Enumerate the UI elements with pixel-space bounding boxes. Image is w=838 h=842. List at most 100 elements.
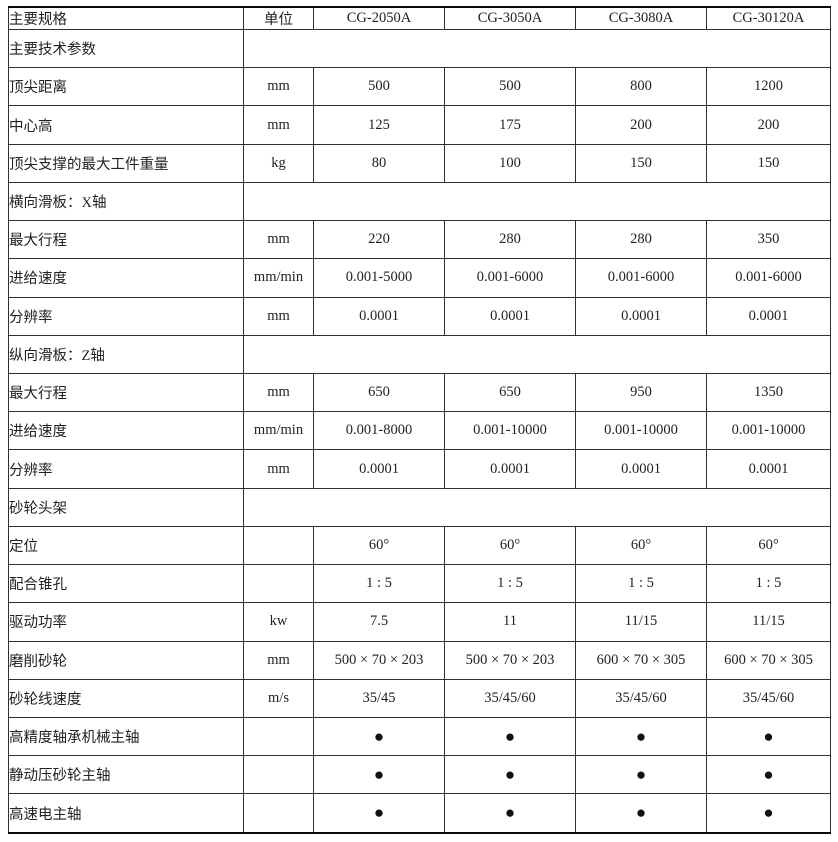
value-cell: 35/45/60	[575, 678, 707, 718]
unit-cell: mm	[243, 296, 314, 336]
value-cell: 0.001-6000	[575, 258, 707, 298]
unit-cell: mm	[243, 105, 314, 145]
spec-label-cell: 砂轮头架	[8, 487, 244, 527]
unit-cell	[243, 716, 314, 757]
spec-table: 主要规格 单位 CG-2050A CG-3050A CG-3080A CG-30…	[8, 6, 831, 834]
section-row: 纵向滑板：Z轴	[8, 334, 831, 374]
unit-cell	[243, 564, 314, 604]
spec-label-cell: 高速电主轴	[8, 793, 244, 834]
value-cell: 220	[313, 220, 445, 260]
value-cell: 0.001-10000	[706, 411, 831, 451]
value-cell: 0.001-10000	[575, 411, 707, 451]
value-cell: 150	[706, 143, 831, 183]
section-blank-cell	[243, 28, 831, 69]
unit-cell: kw	[243, 602, 314, 642]
value-cell: 650	[313, 372, 445, 413]
value-cell: 100	[444, 143, 576, 183]
unit-cell: mm	[243, 372, 314, 413]
spec-label-cell: 中心高	[8, 105, 244, 145]
spec-label-cell: 进给速度	[8, 258, 244, 298]
unit-cell: mm	[243, 449, 314, 489]
spec-label-cell: 顶尖支撑的最大工件重量	[8, 143, 244, 183]
value-cell: 200	[575, 105, 707, 145]
table-row: 进给速度 mm/min 0.001-5000 0.001-6000 0.001-6000…	[8, 258, 831, 298]
value-cell: 500	[444, 67, 576, 107]
spec-label-cell: 顶尖距离	[8, 67, 244, 107]
value-cell: 0.001-6000	[706, 258, 831, 298]
column-header-spec: 主要规格	[8, 6, 244, 30]
table-row: 定位 60° 60° 60° 60°	[8, 525, 831, 566]
section-blank-cell	[243, 181, 831, 222]
feature-bullet-cell: ●	[706, 755, 831, 795]
spec-label-cell: 最大行程	[8, 372, 244, 413]
value-cell: 7.5	[313, 602, 445, 642]
value-cell: 200	[706, 105, 831, 145]
table-row: 高精度轴承机械主轴 ● ● ● ●	[8, 716, 831, 757]
value-cell: 125	[313, 105, 445, 145]
unit-cell	[243, 755, 314, 795]
table-row: 静动压砂轮主轴 ● ● ● ●	[8, 755, 831, 795]
unit-cell: kg	[243, 143, 314, 183]
value-cell: 11	[444, 602, 576, 642]
column-header-model: CG-3050A	[444, 6, 576, 30]
value-cell: 0.001-6000	[444, 258, 576, 298]
spec-label-cell: 分辨率	[8, 449, 244, 489]
feature-bullet-cell: ●	[575, 716, 707, 757]
spec-label-cell: 定位	[8, 525, 244, 566]
value-cell: 0.0001	[575, 449, 707, 489]
spec-label-cell: 高精度轴承机械主轴	[8, 716, 244, 757]
feature-bullet-cell: ●	[313, 716, 445, 757]
value-cell: 175	[444, 105, 576, 145]
spec-label-cell: 最大行程	[8, 220, 244, 260]
table-row: 最大行程 mm 650 650 950 1350	[8, 372, 831, 413]
table-row: 分辨率 mm 0.0001 0.0001 0.0001 0.0001	[8, 296, 831, 336]
value-cell: 60°	[313, 525, 445, 566]
unit-cell	[243, 793, 314, 834]
table-row: 进给速度 mm/min 0.001-8000 0.001-10000 0.001-100…	[8, 411, 831, 451]
table-row: 磨削砂轮 mm 500 × 70 × 203 500 × 70 × 203 600 × …	[8, 640, 831, 680]
value-cell: 150	[575, 143, 707, 183]
column-header-model: CG-3080A	[575, 6, 707, 30]
unit-cell: mm/min	[243, 258, 314, 298]
table-row: 顶尖支撑的最大工件重量 kg 80 100 150 150	[8, 143, 831, 183]
value-cell: 0.0001	[706, 296, 831, 336]
table-row: 最大行程 mm 220 280 280 350	[8, 220, 831, 260]
spec-label-cell: 纵向滑板：Z轴	[8, 334, 244, 374]
table-row: 顶尖距离 mm 500 500 800 1200	[8, 67, 831, 107]
value-cell: 0.001-10000	[444, 411, 576, 451]
unit-cell: mm/min	[243, 411, 314, 451]
section-blank-cell	[243, 487, 831, 527]
value-cell: 11/15	[575, 602, 707, 642]
feature-bullet-cell: ●	[706, 793, 831, 834]
value-cell: 0.001-5000	[313, 258, 445, 298]
value-cell: 0.0001	[313, 296, 445, 336]
column-header-unit: 单位	[243, 6, 314, 30]
column-header-model: CG-2050A	[313, 6, 445, 30]
value-cell: 35/45	[313, 678, 445, 718]
feature-bullet-cell: ●	[313, 793, 445, 834]
spec-label-cell: 分辨率	[8, 296, 244, 336]
feature-bullet-cell: ●	[706, 716, 831, 757]
value-cell: 0.0001	[444, 296, 576, 336]
value-cell: 0.0001	[444, 449, 576, 489]
column-header-model: CG-30120A	[706, 6, 831, 30]
value-cell: 600 × 70 × 305	[706, 640, 831, 680]
unit-cell: mm	[243, 220, 314, 260]
value-cell: 35/45/60	[706, 678, 831, 718]
table-row: 驱动功率 kw 7.5 11 11/15 11/15	[8, 602, 831, 642]
value-cell: 280	[444, 220, 576, 260]
value-cell: 1 : 5	[444, 564, 576, 604]
feature-bullet-cell: ●	[575, 755, 707, 795]
section-blank-cell	[243, 334, 831, 374]
value-cell: 1350	[706, 372, 831, 413]
section-row: 主要技术参数	[8, 28, 831, 69]
table-header-row: 主要规格 单位 CG-2050A CG-3050A CG-3080A CG-30…	[8, 6, 831, 30]
value-cell: 60°	[575, 525, 707, 566]
value-cell: 650	[444, 372, 576, 413]
spec-label-cell: 静动压砂轮主轴	[8, 755, 244, 795]
value-cell: 0.001-8000	[313, 411, 445, 451]
value-cell: 800	[575, 67, 707, 107]
value-cell: 1 : 5	[575, 564, 707, 604]
